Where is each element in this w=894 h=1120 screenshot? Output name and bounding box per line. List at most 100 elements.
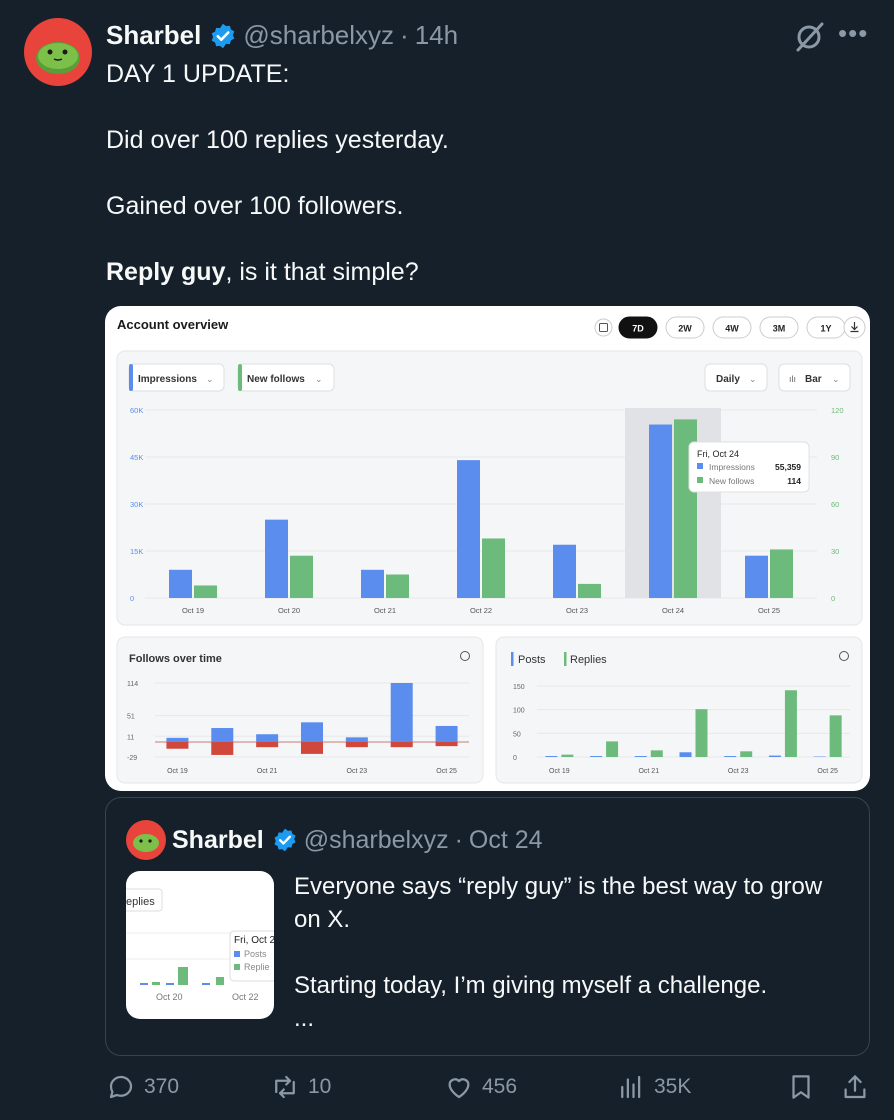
replies-bar	[740, 751, 753, 757]
tweet-line-1: DAY 1 UPDATE:	[106, 60, 290, 88]
follows-bar	[290, 555, 313, 598]
tweet-header: Sharbel @sharbelxyz · 14h	[106, 20, 458, 51]
y-right-tick: 90	[831, 453, 839, 462]
y-left-tick: 30K	[130, 500, 143, 509]
reply-icon	[109, 1075, 133, 1099]
reply-count: 370	[144, 1075, 180, 1098]
lost-bar	[166, 741, 189, 749]
gained-bar	[166, 737, 189, 742]
replies-bar	[695, 709, 708, 757]
y-tick: -29	[127, 755, 137, 762]
info-icon[interactable]	[460, 651, 470, 661]
quoted-line-2: Starting today, I’m giving myself a chal…	[294, 972, 768, 999]
tooltip-follows-value: 114	[787, 476, 801, 486]
replies-bar	[606, 741, 619, 757]
thumb-title: eplies	[126, 896, 155, 908]
frog-avatar-icon	[133, 834, 159, 852]
y-right-tick: 30	[831, 547, 839, 556]
interval-chevron-icon: ⌄	[749, 374, 757, 384]
tweet-text: DAY 1 UPDATE: Did over 100 replies yeste…	[106, 58, 449, 289]
header-separator: ·	[400, 20, 409, 50]
grok-icon[interactable]	[792, 22, 826, 52]
range-label-1y[interactable]: 1Y	[820, 324, 831, 334]
thumb-tip-a: Posts	[244, 949, 267, 959]
tweet-time[interactable]: 14h	[414, 20, 459, 50]
follows-bar	[194, 585, 217, 598]
quoted-separator: ·	[454, 825, 463, 854]
thumb-x1: Oct 20	[156, 992, 183, 1002]
replies-bar	[784, 690, 797, 757]
metric-a-select[interactable]: Impressions	[138, 374, 197, 385]
like-button[interactable]: 456	[444, 1072, 517, 1102]
x-tick: Oct 25	[758, 606, 780, 615]
posts-legend: Posts	[518, 654, 546, 666]
y-tick: 51	[127, 714, 135, 721]
posts-bar	[590, 756, 603, 757]
posts-bar	[545, 756, 558, 757]
calendar-icon[interactable]	[594, 318, 613, 337]
y-tick: 50	[513, 731, 521, 738]
gained-bar	[211, 728, 234, 742]
lost-bar	[211, 741, 234, 755]
range-label-7d[interactable]: 7D	[632, 324, 644, 334]
y-left-tick: 15K	[130, 547, 143, 556]
y-left-tick: 60K	[130, 406, 143, 415]
views-count: 35K	[654, 1075, 692, 1098]
range-label-2w[interactable]: 2W	[678, 324, 692, 334]
hover-highlight	[625, 408, 721, 598]
range-button-3m[interactable]	[759, 316, 799, 339]
interval-select[interactable]: Daily	[716, 374, 740, 385]
impressions-bar	[169, 569, 192, 598]
info-icon[interactable]	[839, 651, 849, 661]
calendar-glyph	[599, 323, 608, 332]
range-label-3m[interactable]: 3M	[773, 324, 786, 334]
x-tick: Oct 19	[167, 768, 188, 775]
repost-count: 10	[308, 1075, 332, 1098]
metric-b-select[interactable]: New follows	[247, 374, 305, 385]
chart-kind-select[interactable]: Bar	[805, 374, 822, 385]
repost-button[interactable]: 10	[270, 1072, 331, 1102]
reply-button[interactable]: 370	[106, 1072, 179, 1102]
chart-tooltip: Fri, Oct 24 Impressions 55,359 New follo…	[688, 441, 810, 493]
x-tick: Oct 20	[278, 606, 300, 615]
verified-badge-icon	[274, 828, 296, 852]
x-tick: Oct 21	[374, 606, 396, 615]
follows-panel-title: Follows over time	[129, 653, 222, 665]
verified-badge-icon	[212, 23, 235, 48]
bookmark-button[interactable]	[786, 1072, 824, 1102]
author-name[interactable]: Sharbel	[106, 20, 202, 50]
tweet-line-4: Reply guy, is it that simple?	[106, 256, 449, 289]
range-button-2w[interactable]	[665, 316, 705, 339]
y-right-tick: 120	[831, 406, 844, 415]
y-tick: 11	[127, 734, 134, 741]
author-avatar[interactable]	[24, 18, 92, 86]
quoted-avatar	[126, 820, 166, 860]
range-button-4w[interactable]	[712, 316, 752, 339]
impressions-bar	[649, 424, 672, 598]
tooltip-date: Fri, Oct 24	[697, 449, 739, 459]
x-tick: Oct 19	[549, 768, 570, 775]
replies-bar	[829, 715, 842, 757]
thumb-tip-b: Replie	[244, 962, 270, 972]
posts-bar	[634, 756, 647, 757]
share-button[interactable]	[840, 1072, 878, 1102]
action-bar: 370 10 456 35K	[0, 1072, 894, 1114]
views-button[interactable]: 35K	[616, 1072, 691, 1102]
quoted-tweet[interactable]: Sharbel @sharbelxyz · Oct 24 eplies Fri,…	[105, 797, 870, 1056]
y-left-tick: 45K	[130, 453, 143, 462]
range-button-7d[interactable]	[618, 316, 658, 339]
y-tick: 114	[127, 681, 138, 688]
lost-bar	[390, 741, 413, 748]
follows-bar	[770, 549, 793, 598]
tweet-line-2: Did over 100 replies yesterday.	[106, 126, 449, 154]
tooltip-impressions-value: 55,359	[775, 462, 801, 472]
chart-kind-chevron-icon: ⌄	[832, 374, 840, 384]
bookmark-icon	[792, 1075, 810, 1099]
tweet-media-image[interactable]: Account overview 7D 2W 4W 3M 1Y Impressions …	[105, 306, 870, 791]
more-options-icon[interactable]: •••	[838, 18, 869, 48]
gained-bar	[390, 683, 413, 742]
author-handle[interactable]: @sharbelxyz	[243, 20, 395, 50]
range-label-4w[interactable]: 4W	[725, 324, 739, 334]
follows-bar	[578, 583, 601, 598]
analytics-dashboard: Account overview 7D 2W 4W 3M 1Y Impressions …	[116, 316, 866, 784]
